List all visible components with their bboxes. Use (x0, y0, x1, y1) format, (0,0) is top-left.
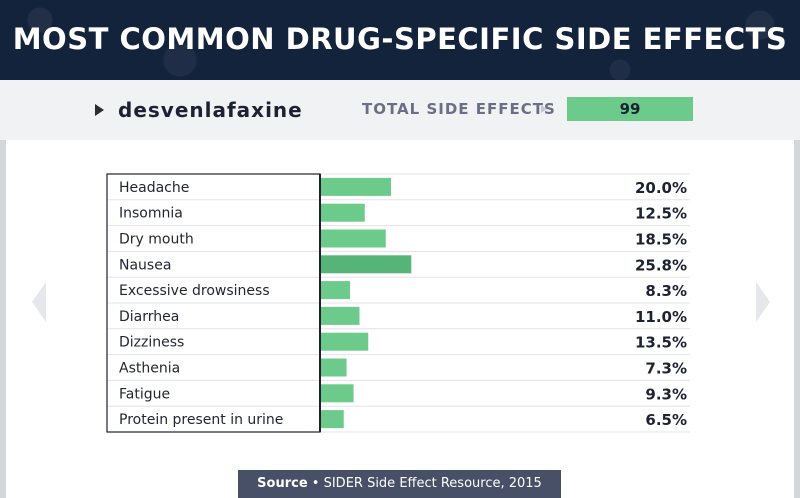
previous-arrow-icon[interactable] (30, 280, 50, 324)
left-side-panel (0, 140, 6, 498)
bar (321, 229, 386, 248)
category-label: Dizziness (119, 335, 184, 351)
next-arrow-icon[interactable] (752, 280, 772, 324)
total-side-effects-value: 99 (567, 97, 693, 121)
value-label: 20.0% (635, 179, 687, 197)
category-label: Protein present in urine (119, 412, 283, 428)
category-label: Asthenia (119, 361, 180, 377)
bar (321, 203, 365, 222)
bar (321, 410, 344, 429)
value-label: 9.3% (645, 385, 687, 403)
source-footer: Source • SIDER Side Effect Resource, 201… (238, 470, 561, 498)
source-separator: • (311, 476, 320, 491)
value-label: 13.5% (635, 334, 687, 352)
total-arrow-icon (541, 105, 547, 113)
right-side-panel (794, 140, 800, 498)
value-label: 25.8% (635, 256, 687, 274)
source-label: Source (257, 476, 308, 491)
category-label: Excessive drowsiness (119, 283, 270, 299)
value-label: 18.5% (635, 231, 687, 249)
bar (321, 384, 354, 403)
category-label: Insomnia (119, 206, 183, 222)
drug-name[interactable]: desvenlafaxine (118, 98, 303, 122)
source-text: SIDER Side Effect Resource, 2015 (323, 476, 542, 491)
category-label: Headache (119, 180, 189, 196)
value-label: 6.5% (645, 411, 687, 429)
bar (321, 177, 391, 196)
bar (321, 332, 369, 351)
bar (321, 255, 412, 274)
page-title: MOST COMMON DRUG-SPECIFIC SIDE EFFECTS (12, 22, 788, 56)
total-side-effects-label: TOTAL SIDE EFFECTS (362, 100, 556, 118)
value-label: 12.5% (635, 205, 687, 223)
value-label: 11.0% (635, 308, 687, 326)
value-label: 8.3% (645, 282, 687, 300)
drug-expand-arrow-icon[interactable] (95, 104, 104, 116)
category-label: Fatigue (119, 386, 170, 402)
bar (321, 306, 360, 325)
value-label: 7.3% (645, 360, 687, 378)
bar (321, 281, 351, 300)
category-label: Dry mouth (119, 232, 194, 248)
category-label: Diarrhea (119, 309, 179, 325)
bar (321, 358, 347, 377)
header-banner: MOST COMMON DRUG-SPECIFIC SIDE EFFECTS (0, 0, 800, 80)
category-label: Nausea (119, 257, 171, 273)
